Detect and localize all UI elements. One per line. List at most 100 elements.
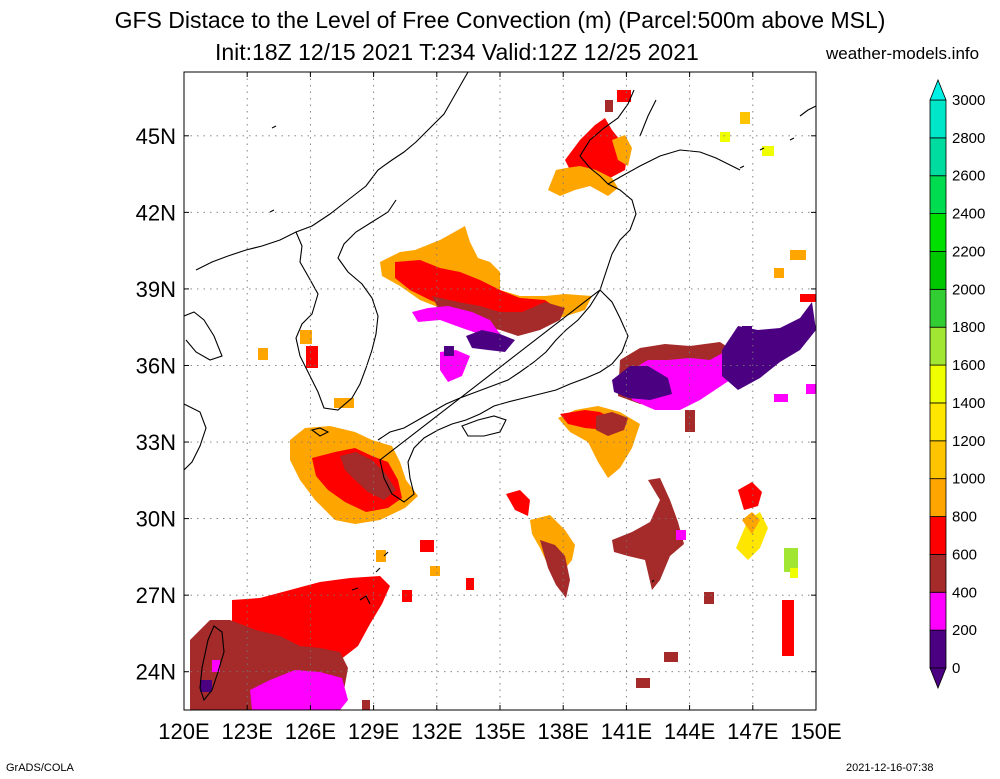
map-subtitle: Init:18Z 12/15 2021 T:234 Valid:12Z 12/2… [215,39,699,65]
colorbar-label: 2000 [952,281,985,298]
colorbar-label: 400 [952,584,977,601]
coast-islands [269,105,816,605]
cell-south-brown4 [704,592,714,604]
colorbar-segment [929,591,947,631]
coast-japan [377,89,741,503]
region-hokkaido-red [565,118,628,178]
cell-korea-orange [300,330,312,344]
cell-sakhalin2 [605,100,613,112]
region-south-magenta2 [254,670,312,696]
x-tick-label: 135E [474,719,525,744]
x-tick-label: 141E [601,719,652,744]
cell-south-brown3 [636,678,650,688]
grid-lines [184,72,816,710]
y-tick-label: 24N [136,660,176,685]
cell-east-red [800,294,816,302]
colorbar-segment [929,137,947,177]
region-soj-magenta [412,306,500,336]
y-tick-label: 27N [136,583,176,608]
colorbar-label: 1400 [952,395,985,412]
colorbar-segment [929,629,947,669]
x-tick-label: 129E [348,719,399,744]
x-tick-label: 138E [538,719,589,744]
colorbar-segment [929,478,947,517]
cell-korea-orange3 [334,398,354,408]
region-hokkaido-orange2 [612,135,632,166]
site-credit: weather-models.info [826,44,980,63]
cell-pac-brown [685,410,695,432]
colorbar-max-arrow [929,78,947,101]
cell-pac3-magenta [676,530,686,540]
colorbar-segment [929,326,947,366]
colorbar-segment [929,440,947,480]
colorbar-label: 1600 [952,357,985,374]
colorbar-label: 200 [952,622,977,639]
colorbar-label: 2600 [952,168,985,185]
region-pac4-yellow [736,512,768,560]
cell-east-purple3 [742,326,752,336]
coast-china-korea [184,72,469,471]
region-east-purple [612,366,672,400]
cell-pac4-yellow2 [790,568,798,578]
colorbar-label: 1800 [952,319,985,336]
y-tick-label: 45N [136,124,176,149]
cell-sakhalin [617,90,631,102]
coast-taiwan [199,625,225,702]
colorbar-segment [929,288,947,328]
colorbar-segment [929,554,947,593]
colorbar-segment [929,402,947,442]
colorbar: 0 200 400 600 800 1000 1200 1400 1600 1800 2000 220… [929,78,985,690]
cell-east-magenta3 [806,384,816,394]
colorbar-label: 2200 [952,243,985,260]
colorbar-label: 2800 [952,130,985,147]
cell-kuril-orange [740,112,750,124]
footer-grads: GrADS/COLA [6,762,74,774]
colorbar-segment [929,516,947,555]
cell-south-red3 [402,590,412,602]
cell-kuril-yellow2 [762,146,774,156]
cell-east-magenta2 [774,394,788,402]
x-tick-label: 150E [790,719,841,744]
region-ecs-brown [340,452,396,500]
map-title: GFS Distace to the Level of Free Convect… [114,7,886,33]
cell-taiwan-magenta [212,660,220,672]
colorbar-segment [929,175,947,215]
colorbar-label: 600 [952,546,977,563]
y-tick-label: 33N [136,430,176,455]
cell-pac4-red2 [782,600,794,656]
cell-south-brown2 [664,652,678,662]
colorbar-segment [929,251,947,290]
region-pac2-brown [540,540,570,598]
cell-south-brown5 [362,700,370,710]
x-tick-label: 132E [411,719,462,744]
coastlines [184,72,816,702]
coast-shikoku [461,415,507,437]
region-honshu-magenta [440,350,470,382]
x-tick-label: 144E [664,719,715,744]
x-tick-label: 120E [158,719,209,744]
colorbar-label: 1200 [952,433,985,450]
colorbar-min-arrow [929,667,947,690]
cell-south-red2 [420,540,434,552]
region-east-purple2 [722,302,816,390]
region-pac4-orange [742,512,760,534]
cell-east-orange [790,250,806,260]
cell-korea-red [306,346,318,368]
cell-korea-orange2 [258,348,268,360]
x-tick-label: 147E [727,719,778,744]
y-tick-label: 36N [136,353,176,378]
region-soj-purple [466,330,515,352]
region-pac2-red [506,490,530,516]
lfc-field [190,90,816,710]
y-tick-label: 39N [136,277,176,302]
cell-kuril-yellow [720,132,730,142]
region-soj-brown [432,296,565,336]
x-tick-label: 126E [285,719,336,744]
axes: 120E 123E 126E 129E 132E 135E 138E 141E 144E 147E… [136,72,842,744]
cell-pac4-green [784,548,798,572]
cell-east-orange2 [774,268,784,278]
colorbar-label: 1000 [952,471,985,488]
cell-south-red4 [466,578,474,590]
region-hokkaido-orange [548,166,618,196]
